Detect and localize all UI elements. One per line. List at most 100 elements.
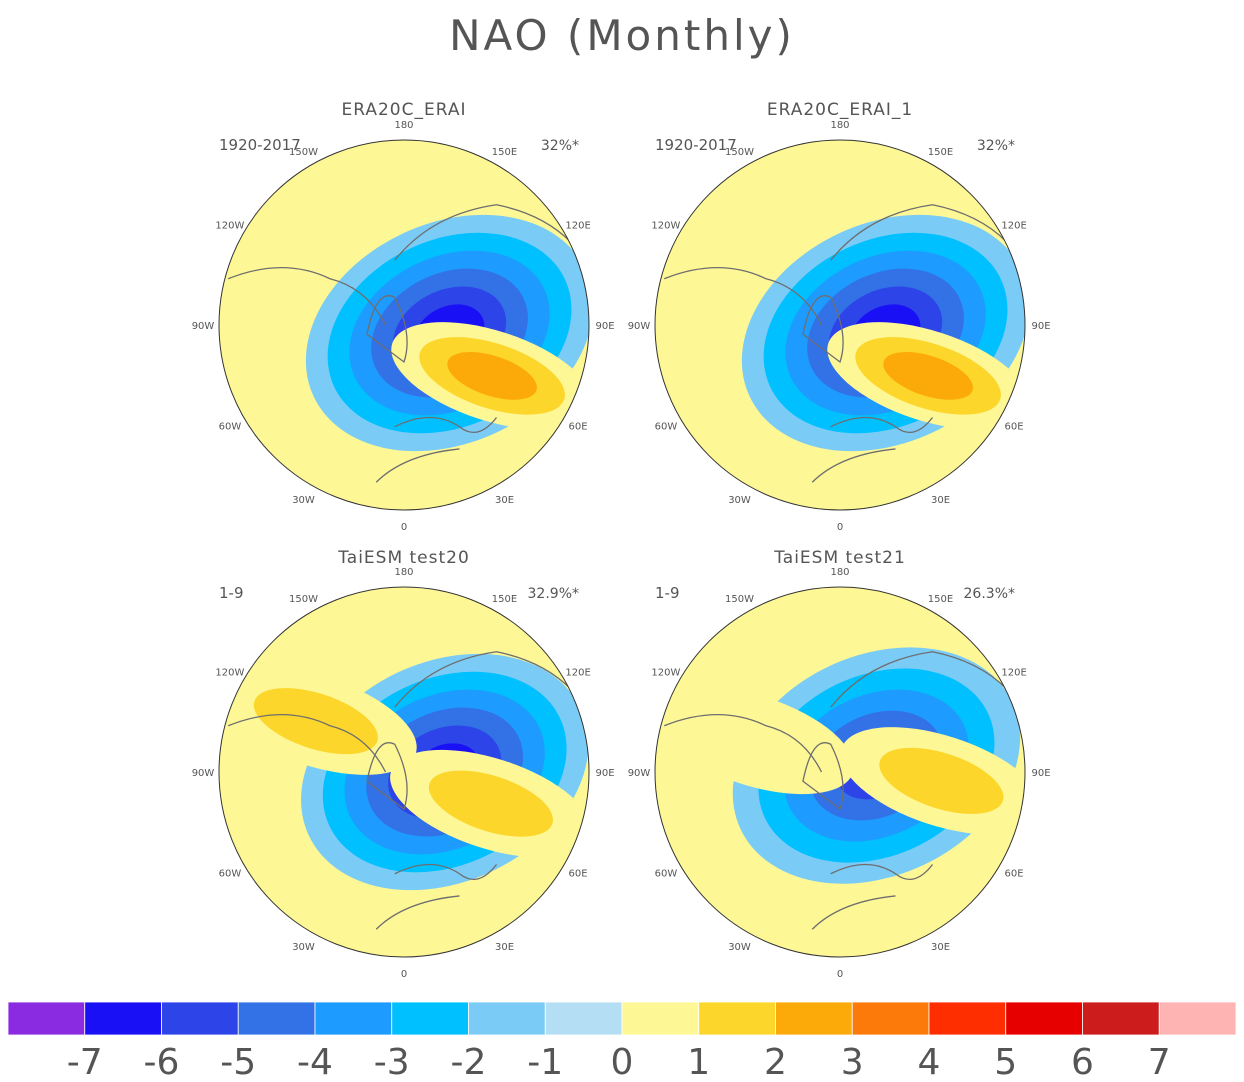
colorbar-swatch xyxy=(7,1001,86,1036)
panel-period: 1-9 xyxy=(655,584,680,602)
coastline xyxy=(228,714,387,773)
longitude-label: 60W xyxy=(655,869,678,880)
colorbar-tick-label: -1 xyxy=(527,1042,563,1082)
coastline xyxy=(811,448,896,483)
longitude-label: 120W xyxy=(215,668,244,679)
map-panel-4: TaiESM test21 1-9 26.3%* 180 150E 120E 90E 60E 3… xyxy=(628,548,1051,980)
longitude-label: 0 xyxy=(837,522,843,533)
coastline xyxy=(802,742,844,811)
panel-variance: 26.3%* xyxy=(964,586,1015,602)
longitude-label: 30E xyxy=(931,495,950,506)
colorbar-swatch xyxy=(84,1001,162,1036)
longitude-label: 0 xyxy=(401,522,407,533)
colorbar-swatch xyxy=(391,1001,469,1036)
colorbar-swatch xyxy=(851,1001,930,1036)
map-boundary xyxy=(654,139,1026,511)
colorbar-swatch xyxy=(1158,1001,1237,1036)
coastline xyxy=(366,742,408,811)
high-anomaly-center xyxy=(840,727,1025,835)
colorbar-tick-label: 0 xyxy=(611,1042,634,1082)
colorbar-swatch xyxy=(468,1001,546,1036)
longitude-label: 150E xyxy=(928,147,953,158)
longitude-label: 90W xyxy=(192,321,215,332)
colorbar-tick-label: 2 xyxy=(764,1042,787,1082)
colorbar-tick-label: 6 xyxy=(1071,1042,1094,1082)
contour-level xyxy=(879,747,1004,814)
coastline xyxy=(664,267,823,326)
coastline xyxy=(830,651,1007,708)
longitude-label: 120E xyxy=(565,668,590,679)
longitude-label: 60E xyxy=(1005,422,1024,433)
coastlines xyxy=(228,204,571,483)
map-field xyxy=(655,587,1025,957)
high-anomaly-center xyxy=(655,686,854,795)
longitude-label: 90W xyxy=(628,321,651,332)
longitude-label: 60W xyxy=(219,869,242,880)
colorbar-swatch xyxy=(544,1001,623,1036)
coastline xyxy=(664,714,823,773)
map-boundary xyxy=(218,139,590,511)
coastlines xyxy=(228,651,571,930)
colorbar: -7 -6 -5 -4 -3 -2 -1 0 1 2 3 4 5 6 7 xyxy=(7,1001,1237,1082)
colorbar-swatch xyxy=(161,1001,239,1036)
longitude-label: 150W xyxy=(725,594,754,605)
high-anomaly-center xyxy=(391,322,589,430)
map-field xyxy=(219,140,589,510)
high-anomaly-center xyxy=(827,322,1025,430)
panel-period: 1-9 xyxy=(219,584,244,602)
coastline xyxy=(394,204,571,261)
contour-level xyxy=(428,770,553,837)
longitude-label: 120E xyxy=(1001,221,1026,232)
longitude-label: 90E xyxy=(1031,768,1050,779)
longitude-label: 180 xyxy=(394,120,413,131)
coastline xyxy=(802,295,844,364)
contour-level xyxy=(447,352,537,400)
coastline xyxy=(394,863,498,881)
coastline xyxy=(394,651,571,708)
longitude-label: 60E xyxy=(1005,869,1024,880)
colorbar-tick-label: 7 xyxy=(1148,1042,1171,1082)
colorbar-tick-label: 5 xyxy=(994,1042,1017,1082)
contour-level xyxy=(253,688,378,755)
colorbar-tick-label: -7 xyxy=(67,1042,103,1082)
colorbar-swatch xyxy=(928,1001,1007,1036)
coastlines xyxy=(664,651,1007,930)
longitude-label: 60E xyxy=(569,422,588,433)
panel-period: 1920-2017 xyxy=(219,136,301,154)
longitude-label: 150E xyxy=(492,594,517,605)
coastline xyxy=(228,267,387,326)
longitude-label: 120W xyxy=(651,221,680,232)
longitude-label: 60E xyxy=(569,869,588,880)
panel-variance: 32.9%* xyxy=(528,586,579,602)
longitude-label: 150W xyxy=(289,594,318,605)
longitude-label: 120W xyxy=(215,221,244,232)
figure-title: NAO (Monthly) xyxy=(449,11,795,60)
longitude-label: 150E xyxy=(928,594,953,605)
longitude-label: 90W xyxy=(192,768,215,779)
map-panel-2: ERA20C_ERAI_1 1920-2017 32%* 180 150E 120E 90E… xyxy=(628,100,1051,533)
colorbar-swatch xyxy=(698,1001,776,1036)
panel-period: 1920-2017 xyxy=(655,136,737,154)
panel-variance: 32%* xyxy=(977,138,1015,154)
coastline xyxy=(830,416,934,434)
contour-level xyxy=(655,686,854,795)
coastlines xyxy=(664,204,1007,483)
colorbar-tick-label: 4 xyxy=(918,1042,941,1082)
longitude-label: 30W xyxy=(292,495,315,506)
longitude-label: 0 xyxy=(401,969,407,980)
longitude-label: 120W xyxy=(651,668,680,679)
longitude-label: 90E xyxy=(595,321,614,332)
colorbar-tick-label: -3 xyxy=(374,1042,410,1082)
coastline xyxy=(830,204,1007,261)
colorbar-tick-label: -5 xyxy=(220,1042,256,1082)
colorbar-swatch xyxy=(1005,1001,1083,1036)
high-anomaly-center xyxy=(390,749,589,858)
longitude-label: 180 xyxy=(830,567,849,578)
longitude-label: 60W xyxy=(219,422,242,433)
longitude-label: 30W xyxy=(728,942,751,953)
map-boundary xyxy=(654,586,1026,958)
coastline xyxy=(366,295,408,364)
coastline xyxy=(811,895,896,930)
longitude-label: 120E xyxy=(565,221,590,232)
